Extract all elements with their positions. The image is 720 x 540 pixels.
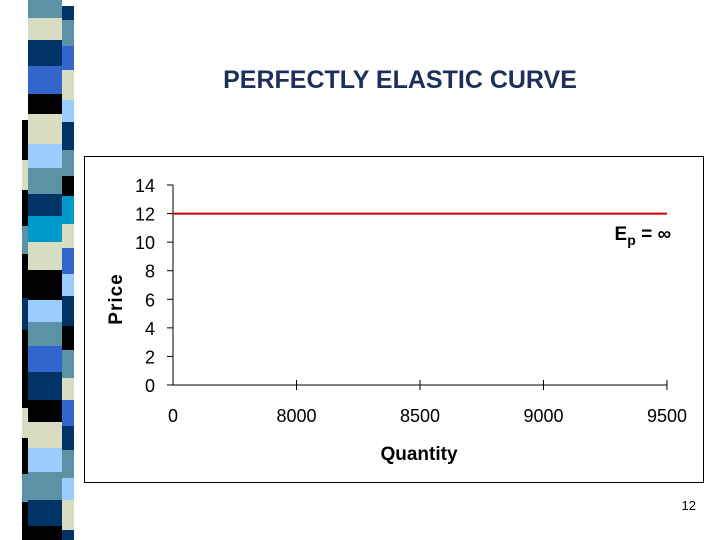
stripe-block: [28, 0, 62, 18]
stripe-block: [62, 274, 74, 296]
stripe-block: [28, 144, 62, 168]
annotation-rest: = ∞: [636, 224, 671, 245]
x-tick-label: 8500: [400, 406, 440, 426]
stripe-block: [28, 94, 62, 114]
stripe-block: [62, 378, 74, 400]
stripe-block: [62, 400, 74, 426]
stripe-block: [28, 400, 62, 422]
stripe-block: [22, 502, 28, 540]
chart-frame: 0 2 4 6 8 10 12 14 0 8000 8500 9000 9500 Price Quan…: [84, 156, 704, 483]
stripe-block: [22, 368, 28, 408]
stripe-block: [62, 46, 74, 70]
y-axis-ticks: 0 2 4 6 8 10 12 14: [135, 176, 173, 396]
stripe-block: [28, 18, 62, 40]
elasticity-annotation: Ep = ∞: [615, 224, 671, 248]
stripe-block: [62, 196, 74, 224]
stripe-block: [28, 242, 62, 270]
stripe-block: [62, 6, 74, 20]
stripe-block: [22, 190, 28, 226]
stripe-block: [62, 450, 74, 478]
stripe-block: [22, 160, 28, 190]
slide-title: PERFECTLY ELASTIC CURVE: [223, 66, 577, 94]
stripe-block: [22, 474, 28, 502]
stripe-block: [22, 438, 28, 474]
annotation-base: E: [615, 224, 628, 245]
stripe-block: [22, 120, 28, 160]
x-tick-label: 9000: [523, 406, 563, 426]
stripe-block: [62, 326, 74, 350]
stripe-block: [22, 226, 28, 254]
x-tick-label: 9500: [647, 406, 687, 426]
stripe-block: [28, 322, 62, 346]
stripe-block: [28, 168, 62, 194]
stripe-block: [22, 254, 28, 298]
stripe-block: [62, 296, 74, 326]
x-tick-label: 0: [168, 406, 178, 426]
stripe-block: [62, 530, 74, 540]
stripe-block: [62, 478, 74, 500]
stripe-block: [62, 248, 74, 274]
y-tick-label: 12: [135, 205, 155, 225]
annotation-subscript: p: [627, 232, 636, 248]
stripe-block: [28, 422, 62, 448]
stripe-block: [28, 500, 62, 526]
stripe-block: [62, 426, 74, 450]
stripe-block: [28, 372, 62, 400]
stripe-block: [22, 330, 28, 368]
y-tick-label: 10: [135, 233, 155, 253]
x-axis-ticks: 0 8000 8500 9000 9500: [168, 380, 687, 426]
y-tick-label: 4: [145, 319, 155, 339]
stripe-block: [28, 40, 62, 66]
chart-axes: [172, 185, 667, 386]
stripe-block: [62, 70, 74, 100]
stripe-block: [28, 114, 62, 144]
chart-plot: 0 2 4 6 8 10 12 14 0 8000 8500 9000 9500 Price Quan…: [106, 176, 687, 465]
x-axis-label: Quantity: [380, 444, 457, 465]
stripe-block: [28, 526, 62, 540]
stripe-block: [62, 100, 74, 122]
stripe-block: [28, 300, 62, 322]
stripe-block: [22, 408, 28, 438]
stripe-block: [28, 472, 62, 500]
stripe-block: [62, 150, 74, 176]
stripe-block: [62, 500, 74, 530]
x-tick-label: 8000: [276, 406, 316, 426]
stripe-block: [62, 350, 74, 378]
stripe-block: [62, 224, 74, 248]
y-tick-label: 8: [145, 262, 155, 282]
stripe-block: [62, 20, 74, 46]
stripe-block: [28, 346, 62, 372]
stripe-block: [62, 176, 74, 196]
stripe-block: [28, 216, 62, 242]
stripe-block: [28, 270, 62, 300]
y-tick-label: 2: [145, 347, 155, 367]
y-axis-label: Price: [106, 273, 127, 324]
stripe-block: [28, 66, 62, 94]
stripe-block: [28, 194, 62, 216]
page-number: 12: [681, 498, 696, 513]
stripe-block: [28, 448, 62, 472]
y-tick-label: 6: [145, 290, 155, 310]
y-tick-label: 0: [145, 376, 155, 396]
decorative-stripe: [0, 0, 76, 540]
y-tick-label: 14: [135, 176, 155, 196]
stripe-block: [62, 122, 74, 150]
stripe-block: [22, 298, 28, 330]
